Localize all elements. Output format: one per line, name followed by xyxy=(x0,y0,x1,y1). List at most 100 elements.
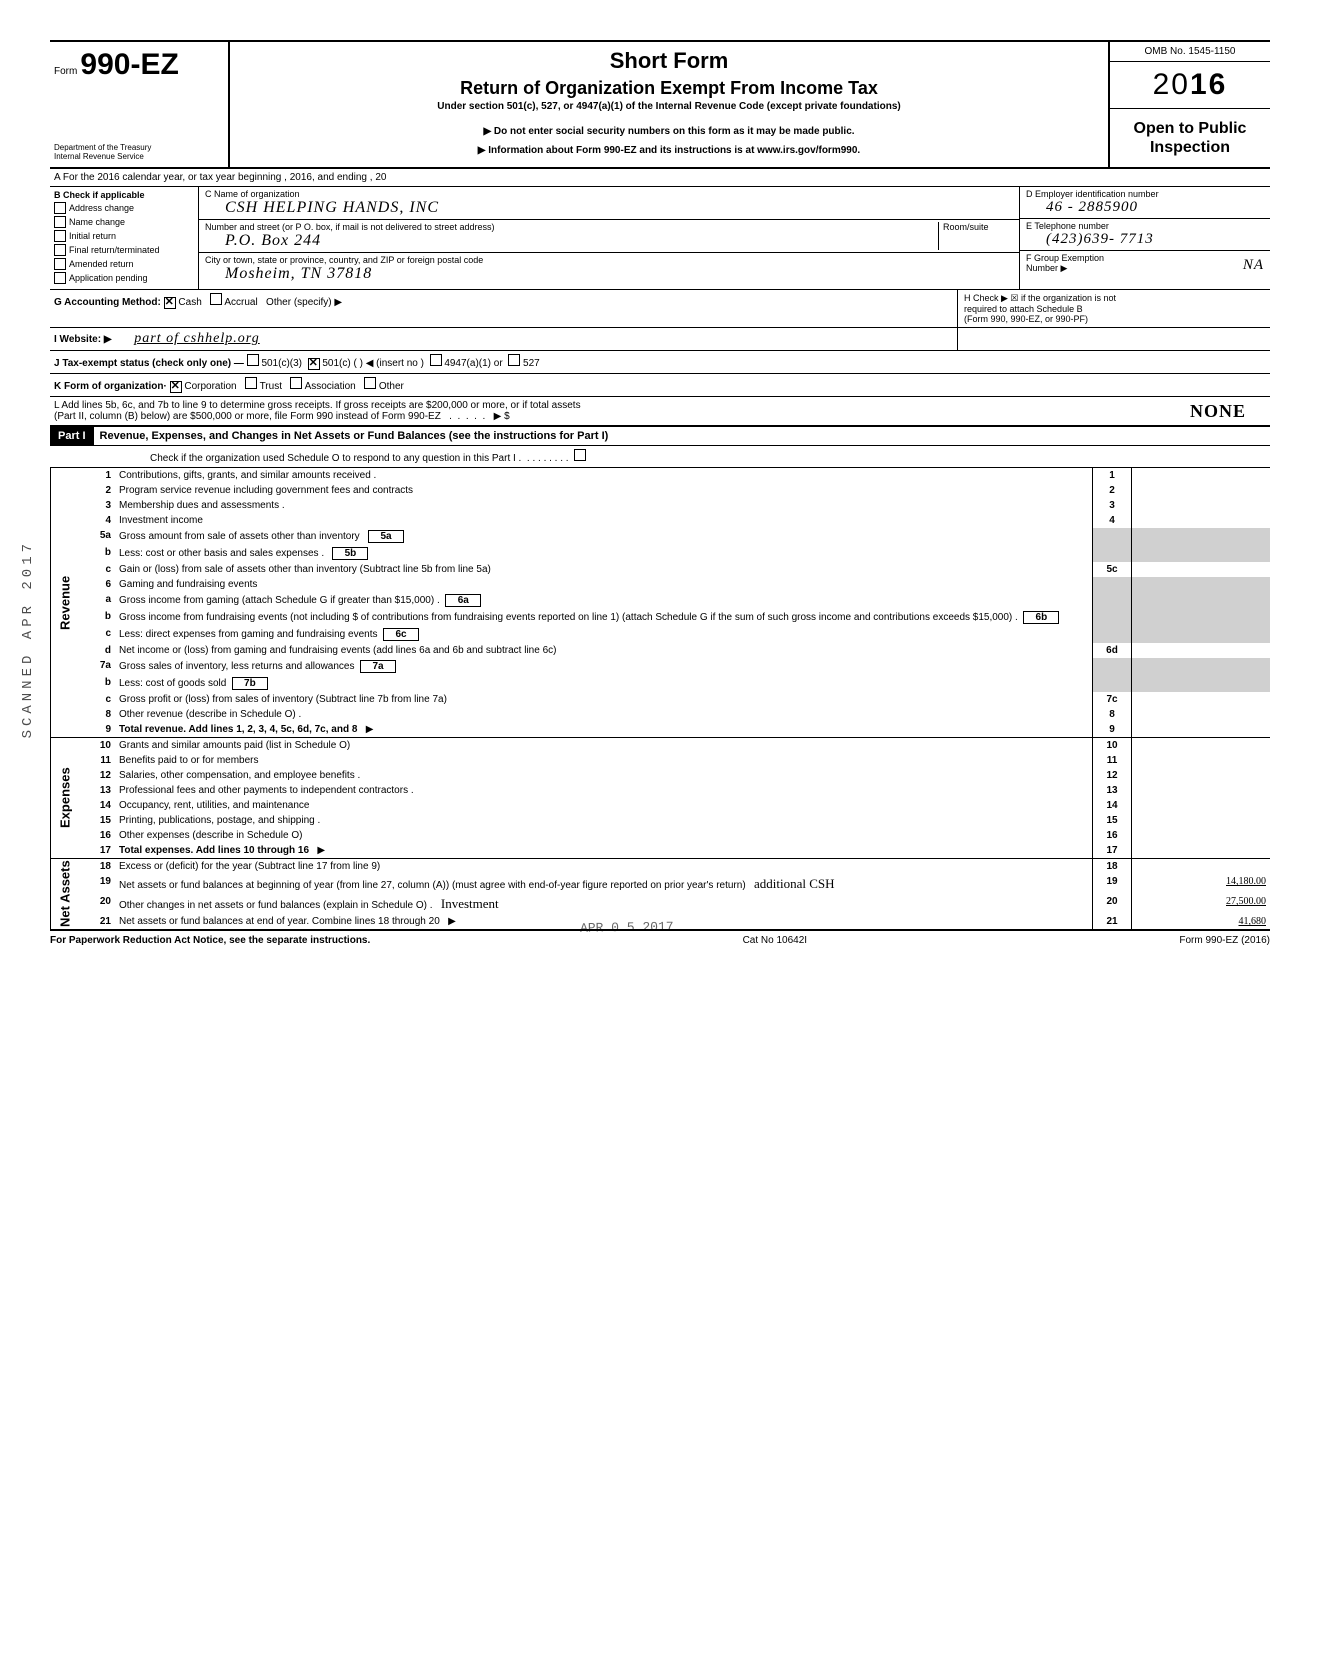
checkbox-final-return[interactable] xyxy=(54,244,66,256)
scanned-stamp: SCANNED APR 2017 xyxy=(20,540,36,738)
label-other-org: Other xyxy=(379,381,404,392)
group-exempt-value: NA xyxy=(1223,257,1264,274)
row-i: I Website: ▶ part of cshhelp.org xyxy=(50,328,1270,351)
checkbox-initial-return[interactable] xyxy=(54,230,66,242)
subtitle: Under section 501(c), 527, or 4947(a)(1)… xyxy=(238,101,1100,112)
l-text1: L Add lines 5b, 6c, and 7b to line 9 to … xyxy=(54,400,1096,411)
group-exempt-label2: Number ▶ xyxy=(1026,263,1223,274)
line-a: A For the 2016 calendar year, or tax yea… xyxy=(50,169,1270,187)
label-pending: Application pending xyxy=(69,273,148,283)
phone-value: (423)639- 7713 xyxy=(1026,231,1264,248)
checkbox-corp[interactable] xyxy=(170,381,182,393)
col-b-header: B Check if applicable xyxy=(54,190,194,200)
ssn-warning: ▶ Do not enter social security numbers o… xyxy=(238,126,1100,137)
checkbox-4947[interactable] xyxy=(430,354,442,366)
schedule-o-check-text: Check if the organization used Schedule … xyxy=(150,453,521,464)
checkbox-527[interactable] xyxy=(508,354,520,366)
checkbox-other-org[interactable] xyxy=(364,377,376,389)
part1-title: Revenue, Expenses, and Changes in Net As… xyxy=(94,427,1270,445)
row-j: J Tax-exempt status (check only one) — 5… xyxy=(50,351,1270,374)
checkbox-address-change[interactable] xyxy=(54,202,66,214)
checkbox-cash[interactable] xyxy=(164,297,176,309)
tax-year: 2016 xyxy=(1110,62,1270,109)
netassets-table: 18Excess or (deficit) for the year (Subt… xyxy=(79,859,1270,929)
h-line2: required to attach Schedule B xyxy=(964,304,1264,314)
checkbox-assoc[interactable] xyxy=(290,377,302,389)
phone-label: E Telephone number xyxy=(1026,221,1264,231)
footer-right: Form 990-EZ (2016) xyxy=(1179,935,1270,946)
checkbox-accrual[interactable] xyxy=(210,293,222,305)
label-trust: Trust xyxy=(260,381,282,392)
label-accrual: Accrual xyxy=(224,297,257,308)
row-l: L Add lines 5b, 6c, and 7b to line 9 to … xyxy=(50,397,1270,427)
checkbox-501c[interactable] xyxy=(308,358,320,370)
label-name-change: Name change xyxy=(69,217,125,227)
col-b: B Check if applicable Address change Nam… xyxy=(50,187,199,289)
return-title: Return of Organization Exempt From Incom… xyxy=(238,78,1100,99)
omb-number: OMB No. 1545-1150 xyxy=(1110,42,1270,62)
label-527: 527 xyxy=(523,358,540,369)
street-label: Number and street (or P O. box, if mail … xyxy=(205,222,938,232)
label-initial-return: Initial return xyxy=(69,231,116,241)
ein-value: 46 - 2885900 xyxy=(1026,199,1264,216)
checkbox-trust[interactable] xyxy=(245,377,257,389)
label-other-method: Other (specify) ▶ xyxy=(266,297,342,308)
expenses-side-label: Expenses xyxy=(50,738,79,858)
label-assoc: Association xyxy=(305,381,356,392)
label-501c3: 501(c)(3) xyxy=(261,358,302,369)
l-text2: (Part II, column (B) below) are $500,000… xyxy=(54,411,441,422)
accounting-label: G Accounting Method: xyxy=(54,297,161,308)
part1-check-line: Check if the organization used Schedule … xyxy=(50,446,1270,468)
form-org-label: K Form of organization· xyxy=(54,381,167,392)
row-g: G Accounting Method: Cash Accrual Other … xyxy=(50,290,957,327)
city-value: Mosheim, TN 37818 xyxy=(205,265,1013,283)
h-line1: H Check ▶ ☒ if the organization is not xyxy=(964,293,1264,304)
l-value: NONE xyxy=(1190,401,1246,421)
form-header: Form 990-EZ Department of the Treasury I… xyxy=(50,40,1270,169)
city-label: City or town, state or province, country… xyxy=(205,255,1013,265)
org-name-label: C Name of organization xyxy=(205,189,1013,199)
short-form-title: Short Form xyxy=(238,48,1100,74)
website-value: part of cshhelp.org xyxy=(114,331,259,346)
title-cell: Short Form Return of Organization Exempt… xyxy=(230,42,1110,167)
h-line3: (Form 990, 990-EZ, or 990-PF) xyxy=(964,314,1264,324)
form-number: 990-EZ xyxy=(80,48,178,81)
col-de: D Employer identification number 46 - 28… xyxy=(1019,187,1270,289)
row-gh: G Accounting Method: Cash Accrual Other … xyxy=(50,290,1270,328)
open-to-public: Open to Public Inspection xyxy=(1110,109,1270,167)
label-cash: Cash xyxy=(178,297,201,308)
label-final-return: Final return/terminated xyxy=(69,245,160,255)
l-arrow: ▶ $ xyxy=(494,411,510,422)
netassets-side-label: Net Assets xyxy=(50,859,79,929)
org-name-value: CSH HELPING HANDS, INC xyxy=(205,199,1013,217)
received-stamp: APR 0 5 2017 xyxy=(580,919,674,936)
label-address-change: Address change xyxy=(69,203,134,213)
checkbox-schedule-o[interactable] xyxy=(574,449,586,461)
label-4947: 4947(a)(1) or xyxy=(444,358,502,369)
expenses-section: Expenses 10Grants and similar amounts pa… xyxy=(50,738,1270,859)
checkbox-pending[interactable] xyxy=(54,272,66,284)
checkbox-501c3[interactable] xyxy=(247,354,259,366)
info-grid: B Check if applicable Address change Nam… xyxy=(50,187,1270,290)
tax-status-label: J Tax-exempt status (check only one) — xyxy=(54,358,244,369)
row-h: H Check ▶ ☒ if the organization is not r… xyxy=(957,290,1270,327)
label-corp: Corporation xyxy=(184,381,236,392)
website-label: I Website: ▶ xyxy=(54,334,112,345)
irs: Internal Revenue Service xyxy=(54,153,224,162)
checkbox-name-change[interactable] xyxy=(54,216,66,228)
footer-mid: Cat No 10642I xyxy=(743,935,808,946)
revenue-table: 1Contributions, gifts, grants, and simil… xyxy=(79,468,1270,737)
row-k: K Form of organization· Corporation Trus… xyxy=(50,374,1270,397)
year-prefix: 20 xyxy=(1153,68,1190,101)
revenue-section: Revenue 1Contributions, gifts, grants, a… xyxy=(50,468,1270,738)
form-number-cell: Form 990-EZ Department of the Treasury I… xyxy=(50,42,230,167)
form-prefix: Form xyxy=(54,66,77,77)
street-value: P.O. Box 244 xyxy=(205,232,938,250)
room-label: Room/suite xyxy=(938,222,1013,250)
label-amended: Amended return xyxy=(69,259,134,269)
col-c: C Name of organization CSH HELPING HANDS… xyxy=(199,187,1019,289)
part1-badge: Part I xyxy=(50,427,94,445)
checkbox-amended[interactable] xyxy=(54,258,66,270)
expenses-table: 10Grants and similar amounts paid (list … xyxy=(79,738,1270,858)
year-bold: 16 xyxy=(1190,68,1227,101)
